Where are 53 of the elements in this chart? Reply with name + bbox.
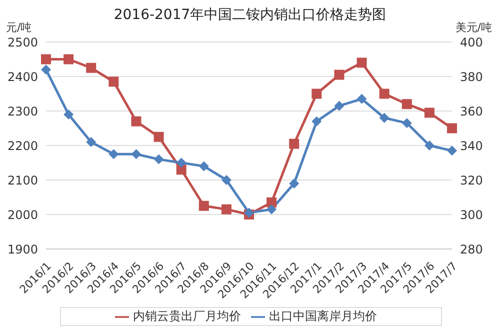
point (334, 100, 344, 111)
y-tick-label: 2200 (7, 138, 38, 153)
point (424, 108, 434, 118)
y-tick-label: 2500 (7, 35, 38, 50)
point (64, 54, 74, 64)
y-tick-label: 2300 (7, 104, 38, 118)
y-axis-title: 元/吨 (6, 20, 32, 35)
point (131, 149, 142, 160)
point (131, 116, 142, 126)
y2-tick-label: 360 (460, 104, 483, 118)
y2-tick-label: 280 (460, 242, 483, 256)
point (447, 146, 457, 156)
point (221, 175, 232, 185)
point (447, 123, 457, 134)
y2-tick-label: 340 (460, 138, 483, 153)
point (312, 88, 322, 99)
point (356, 58, 367, 68)
legend-label: 出口中国离岸月均价 (269, 309, 377, 323)
y-tick-label: 2400 (7, 70, 38, 84)
y2-tick-label: 300 (460, 208, 483, 222)
point (154, 154, 164, 164)
point (289, 138, 300, 149)
point (402, 118, 412, 128)
y-tick-label: 1900 (7, 242, 38, 256)
point (41, 54, 51, 64)
point (379, 88, 390, 99)
point (108, 76, 119, 87)
y2-tick-label: 400 (460, 35, 483, 50)
point (108, 149, 119, 160)
point (86, 137, 96, 148)
point (424, 140, 434, 150)
point (176, 158, 186, 168)
point (289, 178, 300, 188)
point (198, 200, 209, 211)
point (154, 132, 164, 142)
point (64, 109, 74, 120)
y2-tick-label: 380 (460, 70, 483, 84)
point (402, 99, 412, 110)
point (41, 64, 51, 75)
y-tick-label: 2000 (7, 208, 38, 222)
point (356, 94, 367, 104)
point (198, 161, 209, 172)
point (312, 116, 322, 126)
y-tick-label: 2100 (7, 173, 38, 188)
legend-label: 内销云贵出厂月均价 (133, 309, 241, 323)
chart-title: 2016-2017年中国二铵内销出口价格走势图 (114, 7, 386, 23)
y2-tick-label: 320 (460, 173, 483, 188)
point (379, 112, 390, 123)
point (334, 70, 344, 80)
y2-axis-title: 美元/吨 (455, 20, 492, 35)
point (266, 204, 277, 214)
point (86, 62, 96, 73)
point (221, 204, 232, 214)
